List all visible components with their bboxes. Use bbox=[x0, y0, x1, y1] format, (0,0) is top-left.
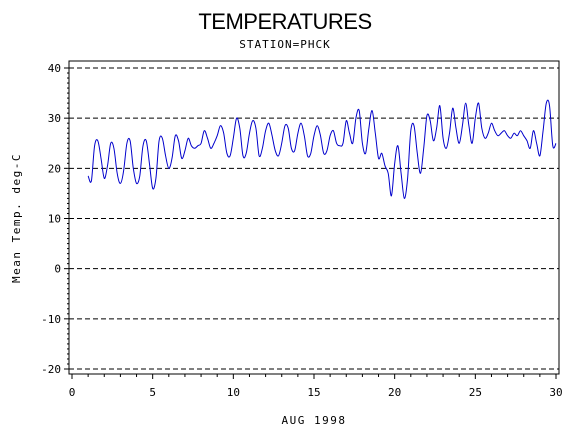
chart-subtitle: STATION=PHCK bbox=[239, 38, 330, 51]
x-tick-label: 0 bbox=[69, 386, 76, 399]
x-tick-label: 10 bbox=[227, 386, 240, 399]
y-axis-ticks: -20 -10 0 10 20 30 40 bbox=[41, 62, 69, 376]
y-axis-label: Mean Temp. deg-C bbox=[10, 153, 23, 283]
x-tick-label: 30 bbox=[549, 386, 562, 399]
y-tick-label: 20 bbox=[48, 162, 61, 175]
series-line-temperature bbox=[87, 99, 557, 199]
y-tick-label: 30 bbox=[48, 112, 61, 125]
x-axis-label: AUG 1998 bbox=[282, 414, 347, 427]
x-axis-ticks: 0 5 10 15 20 25 30 bbox=[69, 374, 563, 399]
plot-frame bbox=[68, 60, 560, 375]
y-tick-label: 40 bbox=[48, 62, 61, 75]
chart-title: TEMPERATURES bbox=[198, 9, 371, 34]
grid-lines bbox=[69, 67, 559, 370]
y-tick-label: -10 bbox=[41, 313, 61, 326]
y-tick-label: 10 bbox=[48, 213, 61, 226]
y-tick-label: -20 bbox=[41, 363, 61, 376]
x-tick-label: 25 bbox=[469, 386, 482, 399]
x-tick-label: 5 bbox=[149, 386, 156, 399]
x-tick-label: 20 bbox=[388, 386, 401, 399]
y-tick-label: 0 bbox=[54, 263, 61, 276]
x-tick-label: 15 bbox=[307, 386, 320, 399]
